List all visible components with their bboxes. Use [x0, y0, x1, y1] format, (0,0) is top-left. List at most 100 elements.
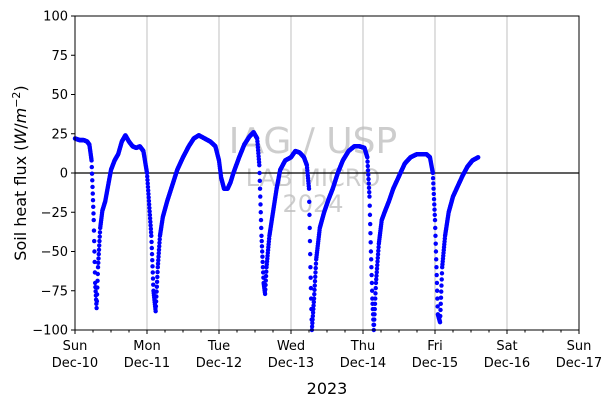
data-point — [368, 257, 374, 262]
data-point — [147, 212, 153, 218]
data-point — [433, 233, 438, 238]
data-point — [147, 216, 153, 221]
y-tick-label: −50 — [41, 245, 68, 260]
data-point — [262, 291, 268, 297]
data-point — [431, 181, 436, 186]
data-point — [373, 280, 379, 286]
data-point — [148, 223, 153, 228]
x-tick-weekday: Mon — [133, 339, 160, 354]
data-point — [151, 282, 156, 287]
data-point — [311, 296, 317, 301]
data-point — [264, 269, 269, 274]
data-point — [90, 191, 95, 196]
data-point — [369, 288, 375, 293]
data-point — [145, 174, 150, 179]
data-point — [149, 233, 154, 238]
data-point — [96, 260, 101, 266]
data-point — [372, 306, 377, 312]
data-point — [306, 186, 312, 191]
x-tick-weekday: Sun — [63, 339, 88, 354]
watermark: IAG / USP LAB MICRO 2024 — [229, 121, 397, 218]
data-point — [310, 320, 315, 326]
data-point — [372, 317, 377, 322]
data-point — [438, 313, 443, 319]
data-point — [258, 202, 263, 207]
data-point — [148, 230, 154, 235]
data-point — [258, 194, 263, 199]
data-point — [146, 188, 151, 193]
data-point — [257, 186, 263, 191]
data-point — [260, 259, 265, 265]
data-point — [259, 238, 264, 244]
data-point — [95, 271, 101, 277]
data-point — [434, 272, 439, 278]
data-point — [435, 296, 440, 301]
data-point — [150, 276, 156, 281]
data-point — [154, 289, 159, 294]
data-point — [431, 186, 436, 191]
data-point — [89, 164, 95, 170]
data-point — [369, 280, 375, 286]
x-tick-weekday: Thu — [350, 339, 375, 354]
x-tick-date: Dec-14 — [340, 356, 386, 371]
data-point — [156, 251, 161, 256]
data-point — [146, 191, 151, 197]
data-point — [366, 172, 371, 177]
data-point — [310, 310, 316, 315]
data-point — [432, 217, 438, 223]
data-point — [95, 278, 100, 284]
data-point — [373, 291, 378, 296]
data-point — [434, 265, 439, 270]
data-point — [260, 249, 265, 254]
data-point — [156, 254, 161, 259]
data-point — [312, 283, 317, 288]
data-point — [432, 207, 437, 212]
data-point — [433, 249, 439, 254]
data-point — [434, 280, 440, 286]
y-tick-label: 100 — [43, 10, 68, 25]
watermark-line-2: LAB MICRO — [246, 164, 381, 192]
data-point — [437, 319, 443, 325]
data-point — [434, 257, 439, 262]
data-point — [310, 313, 316, 319]
data-point — [154, 284, 160, 289]
data-point — [438, 295, 444, 300]
data-point — [96, 251, 101, 257]
data-point — [375, 262, 380, 268]
data-point — [259, 244, 265, 249]
data-point — [260, 265, 266, 270]
data-point — [367, 194, 372, 199]
y-tick-label: 25 — [51, 127, 68, 142]
data-point — [146, 198, 152, 204]
data-point — [313, 261, 319, 266]
data-point — [311, 299, 316, 305]
data-point — [263, 287, 268, 292]
data-point — [150, 270, 155, 275]
data-point — [95, 285, 100, 290]
data-point — [311, 306, 316, 312]
data-point — [89, 171, 95, 176]
data-point — [259, 225, 264, 231]
data-point — [149, 251, 155, 257]
data-point — [149, 245, 154, 251]
data-point — [153, 308, 158, 314]
data-point — [90, 184, 95, 190]
x-tick-date: Dec-13 — [268, 356, 314, 371]
data-point — [375, 255, 380, 261]
data-point — [148, 226, 154, 232]
data-points — [72, 129, 481, 333]
data-point — [371, 322, 377, 327]
data-point — [365, 159, 370, 164]
data-point — [94, 299, 100, 304]
data-point — [148, 219, 153, 225]
data-point — [366, 185, 372, 191]
data-point — [365, 155, 370, 160]
data-point — [439, 289, 444, 294]
y-tick-label: −75 — [41, 284, 68, 299]
data-point — [368, 221, 373, 227]
data-point — [157, 237, 162, 242]
data-point — [258, 217, 264, 223]
data-point — [91, 211, 96, 216]
data-point — [438, 301, 443, 307]
